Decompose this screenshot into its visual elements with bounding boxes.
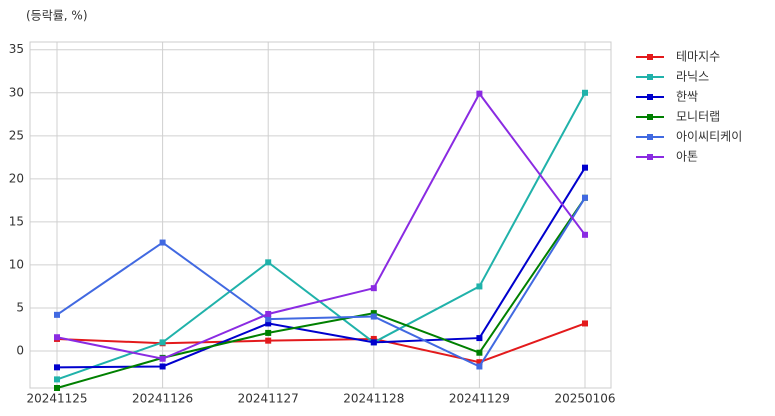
legend-label: 테마지수 — [676, 50, 720, 64]
series-line — [56, 197, 586, 368]
series-line — [56, 197, 586, 389]
x-tick-label: 20241129 — [449, 392, 510, 406]
y-axis-label: (등락률, %) — [26, 9, 88, 23]
x-tick-label: 20241127 — [238, 392, 299, 406]
point — [265, 320, 272, 327]
y-tick-label: 15 — [9, 214, 24, 228]
y-tick-label: 10 — [9, 257, 24, 271]
legend-marker — [647, 154, 653, 160]
point — [159, 339, 166, 346]
point — [159, 363, 166, 370]
point — [265, 310, 272, 317]
y-tick-label: 25 — [9, 128, 24, 142]
point — [476, 363, 483, 370]
legend-label: 아톤 — [676, 150, 698, 164]
x-tick-label: 20241128 — [343, 392, 404, 406]
x-tick-label: 20241125 — [26, 392, 87, 406]
legend-marker — [647, 114, 653, 120]
y-tick-label: 5 — [16, 300, 24, 314]
y-tick-label: 0 — [16, 343, 24, 357]
y-tick-label: 30 — [9, 85, 24, 99]
legend-marker — [647, 54, 653, 60]
point — [370, 335, 377, 342]
point — [582, 231, 588, 238]
series-line — [56, 91, 586, 360]
point — [370, 310, 377, 317]
point — [265, 316, 272, 323]
legend-label: 한싹 — [676, 90, 698, 104]
point — [476, 359, 483, 366]
series-line — [56, 167, 586, 369]
point — [476, 335, 483, 342]
point — [159, 239, 166, 246]
y-tick-label: 20 — [9, 171, 24, 185]
legend-marker — [647, 74, 653, 80]
point — [370, 313, 377, 320]
x-tick-label: 20250106 — [554, 392, 615, 406]
point — [265, 259, 272, 266]
point — [370, 285, 377, 292]
point — [476, 283, 483, 290]
point — [54, 311, 60, 318]
legend-label: 아이씨티케이 — [676, 130, 742, 144]
plot-frame — [29, 41, 612, 389]
point — [54, 385, 60, 391]
point — [476, 90, 483, 97]
point — [265, 329, 272, 336]
legend-label: 모니터랩 — [676, 110, 720, 124]
point — [582, 194, 588, 201]
point — [54, 364, 60, 371]
point — [582, 89, 588, 96]
legend-label: 라닉스 — [676, 70, 709, 84]
point — [476, 349, 483, 356]
x-tick-label: 20241126 — [132, 392, 193, 406]
legend-marker — [647, 94, 653, 100]
point — [54, 376, 60, 383]
y-tick-label: 35 — [9, 42, 24, 56]
series-line — [56, 92, 586, 381]
point — [582, 164, 588, 171]
point — [582, 320, 588, 327]
point — [370, 339, 377, 346]
series-line — [56, 322, 586, 364]
point — [265, 337, 272, 344]
point — [54, 334, 60, 341]
point — [159, 355, 166, 362]
legend-marker — [647, 134, 653, 140]
